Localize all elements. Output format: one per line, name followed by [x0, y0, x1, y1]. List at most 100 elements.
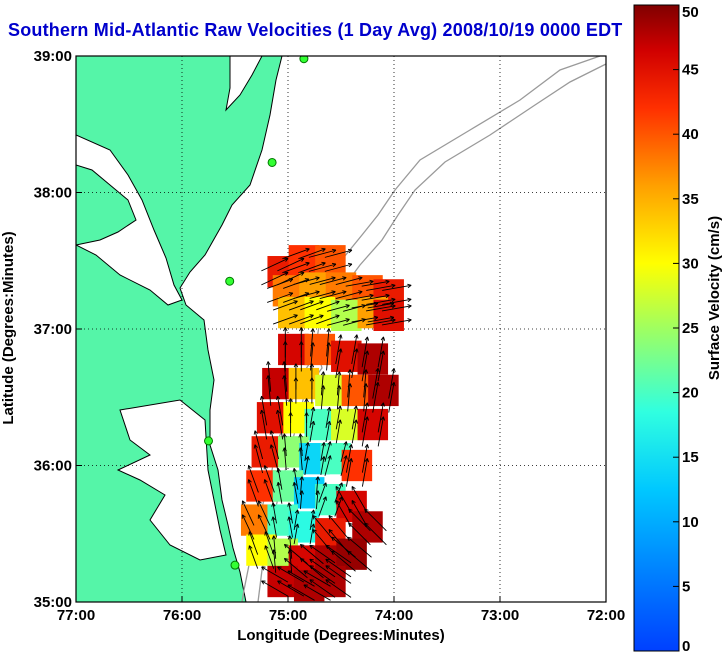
velocity-arrowhead — [321, 442, 326, 447]
velocity-arrow — [300, 558, 324, 579]
velocity-arrowhead — [310, 523, 316, 528]
velocity-arrow — [347, 383, 351, 412]
velocity-arrow — [309, 579, 336, 598]
velocity-arrow — [324, 441, 331, 462]
velocity-arrowhead — [348, 444, 353, 449]
velocity-arrow — [299, 490, 303, 510]
velocity-arrowhead — [287, 516, 292, 521]
velocity-arrow — [309, 523, 315, 544]
velocity-arrow — [309, 544, 336, 564]
velocity-arrow — [334, 496, 343, 517]
velocity-cell — [357, 343, 389, 375]
velocity-arrow — [309, 277, 336, 285]
velocity-cell — [262, 367, 293, 400]
velocity-arrowhead — [328, 529, 333, 534]
velocity-arrow — [277, 395, 284, 426]
velocity-arrowhead — [298, 447, 303, 452]
velocity-arrowhead — [364, 402, 370, 407]
velocity-arrowhead — [283, 341, 288, 346]
velocity-arrowhead — [310, 342, 315, 347]
y-tick-label: 38:00 — [34, 185, 72, 202]
velocity-arrow — [261, 258, 289, 272]
velocity-arrow — [335, 486, 352, 513]
velocity-arrow — [324, 263, 353, 272]
velocity-arrow — [340, 455, 347, 476]
velocity-arrowhead — [283, 327, 288, 332]
velocity-arrow — [319, 277, 347, 286]
velocity-arrow — [284, 558, 308, 579]
velocity-arrow — [277, 580, 305, 597]
velocity-cell — [331, 408, 362, 441]
velocity-arrow — [300, 315, 324, 325]
colorbar-tick-label: 10 — [682, 514, 699, 531]
velocity-arrow — [366, 298, 396, 305]
velocity-arrowhead — [336, 385, 342, 390]
velocity-arrow — [316, 315, 340, 325]
velocity-arrowhead — [299, 341, 304, 346]
velocity-arrow — [388, 382, 395, 413]
velocity-arrow — [272, 516, 277, 538]
velocity-arrowhead — [342, 276, 347, 281]
velocity-arrow — [309, 291, 336, 299]
velocity-arrowhead — [315, 490, 320, 495]
velocity-cell — [288, 367, 320, 400]
velocity-arrowhead — [331, 276, 336, 281]
velocity-arrowhead — [325, 565, 330, 570]
colorbar — [633, 4, 680, 652]
velocity-arrowhead — [309, 377, 315, 382]
velocity-arrow — [347, 536, 372, 558]
velocity-arrow — [270, 430, 280, 460]
velocity-arrowhead — [375, 367, 380, 373]
x-tick-label: 77:00 — [57, 607, 95, 624]
velocity-arrowhead — [331, 550, 336, 556]
x-tick-label: 76:00 — [163, 607, 201, 624]
velocity-arrowhead — [347, 262, 353, 268]
velocity-arrowhead — [288, 278, 294, 283]
velocity-cell — [341, 449, 373, 482]
velocity-arrow — [377, 416, 384, 447]
velocity-arrowhead — [271, 502, 276, 507]
velocity-arrowhead — [336, 371, 342, 376]
velocity-arrow — [361, 458, 368, 487]
velocity-arrow — [277, 409, 284, 440]
velocity-arrow — [293, 277, 320, 285]
velocity-arrow — [261, 272, 289, 286]
velocity-arrowhead — [337, 405, 342, 410]
velocity-arrowhead — [343, 441, 348, 446]
velocity-arrow — [361, 294, 390, 301]
velocity-arrowhead — [284, 271, 289, 276]
velocity-arrowhead — [407, 318, 412, 323]
velocity-arrow — [324, 455, 331, 476]
velocity-arrowhead — [312, 529, 317, 534]
velocity-arrowhead — [345, 318, 350, 323]
velocity-field — [240, 245, 404, 602]
velocity-arrow — [365, 305, 396, 312]
chesapeake-bay — [76, 134, 183, 306]
velocity-arrowhead — [300, 257, 305, 262]
y-tick-label: 36:00 — [34, 458, 72, 475]
velocity-arrows — [241, 247, 412, 601]
velocity-arrow — [309, 407, 315, 428]
velocity-arrowhead — [327, 455, 332, 460]
colorbar-tick-label: 20 — [682, 385, 699, 402]
velocity-arrow — [267, 278, 293, 289]
colorbar-tick-label: 40 — [682, 126, 699, 143]
velocity-arrowhead — [263, 465, 268, 470]
velocity-arrow — [293, 468, 299, 490]
velocity-arrow — [299, 447, 303, 471]
colorbar-tick-label: 35 — [682, 191, 699, 208]
velocity-arrowhead — [325, 558, 330, 563]
velocity-arrowhead — [315, 290, 320, 295]
velocity-arrowhead — [364, 336, 370, 341]
velocity-arrowhead — [288, 398, 293, 403]
velocity-arrow — [325, 421, 331, 442]
velocity-arrowhead — [261, 580, 266, 585]
velocity-arrowhead — [276, 468, 281, 473]
velocity-arrow — [287, 584, 315, 601]
velocity-arrowhead — [309, 579, 314, 584]
velocity-cell — [357, 408, 389, 441]
velocity-arrowhead — [269, 444, 275, 449]
velocity-arrowhead — [293, 377, 299, 382]
velocity-arrow — [254, 430, 264, 460]
velocity-arrowhead — [315, 476, 320, 481]
